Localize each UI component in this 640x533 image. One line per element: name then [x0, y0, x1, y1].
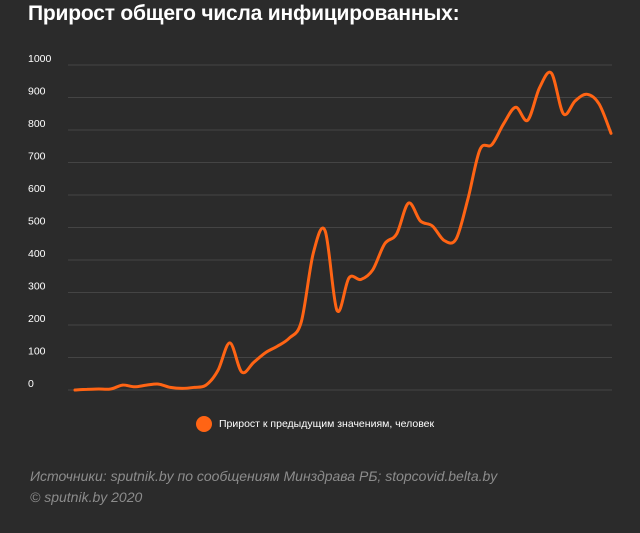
data-point	[407, 201, 410, 205]
chart-title: Прирост общего числа инфицированных:	[28, 2, 460, 25]
data-point	[181, 387, 184, 390]
y-axis-ticks: 0 100 200 300 400 500 600 700 800 900 1000	[28, 53, 52, 390]
data-point	[216, 369, 220, 372]
data-point	[157, 382, 160, 386]
data-point	[323, 229, 327, 232]
data-point	[455, 237, 458, 241]
data-point	[133, 385, 136, 388]
grid-lines	[68, 64, 612, 391]
data-point	[502, 122, 505, 125]
y-tick-label: 700	[28, 151, 46, 163]
data-point	[252, 361, 255, 364]
data-point	[574, 99, 577, 103]
series-lines	[73, 70, 613, 392]
data-point	[312, 252, 315, 255]
data-point	[335, 309, 339, 312]
source-line: Источники: sputnik.by по сообщениям Минз…	[30, 468, 498, 484]
data-point	[85, 388, 89, 391]
series-line	[73, 70, 613, 392]
data-point	[145, 383, 148, 387]
data-point	[490, 143, 494, 146]
data-point	[597, 102, 601, 106]
data-point	[359, 278, 363, 281]
data-point	[121, 383, 124, 387]
data-point	[431, 224, 434, 228]
data-point	[538, 86, 541, 90]
data-point	[383, 242, 386, 245]
y-tick-label: 900	[28, 86, 46, 98]
data-point	[347, 276, 351, 280]
copyright-line: © sputnik.by 2020	[30, 489, 143, 505]
data-point	[97, 387, 101, 391]
y-tick-label: 0	[28, 378, 34, 390]
data-point	[276, 344, 279, 348]
data-point	[466, 197, 470, 200]
data-point	[419, 219, 422, 223]
data-point	[550, 71, 553, 75]
chart-legend: Прирост к предыдущим значениям, человек	[196, 416, 434, 432]
data-point	[478, 148, 482, 151]
data-point	[586, 93, 589, 96]
data-point	[609, 132, 613, 135]
y-tick-label: 100	[28, 346, 46, 358]
y-tick-label: 300	[28, 281, 46, 293]
data-point	[240, 370, 243, 374]
data-point	[169, 386, 172, 389]
data-point	[371, 268, 374, 271]
data-point	[526, 119, 529, 122]
data-point	[395, 232, 398, 236]
data-point	[514, 106, 517, 109]
data-point	[300, 320, 303, 323]
y-tick-label: 1000	[28, 53, 52, 65]
source-note: Источники: sputnik.by по сообщениям Минз…	[30, 466, 497, 508]
data-point	[109, 387, 112, 391]
legend-marker	[196, 416, 212, 432]
data-point	[443, 239, 446, 242]
data-point	[192, 386, 196, 389]
y-tick-label: 200	[28, 313, 46, 325]
data-point	[73, 388, 77, 392]
y-tick-label: 400	[28, 248, 46, 260]
y-tick-label: 500	[28, 216, 46, 228]
data-point	[288, 336, 291, 340]
data-point	[264, 351, 267, 354]
data-point	[204, 383, 208, 387]
y-tick-label: 600	[28, 183, 46, 195]
data-point	[228, 341, 231, 345]
legend-label: Прирост к предыдущим значениям, человек	[219, 418, 435, 430]
data-point	[562, 112, 565, 116]
y-tick-label: 800	[28, 118, 46, 130]
